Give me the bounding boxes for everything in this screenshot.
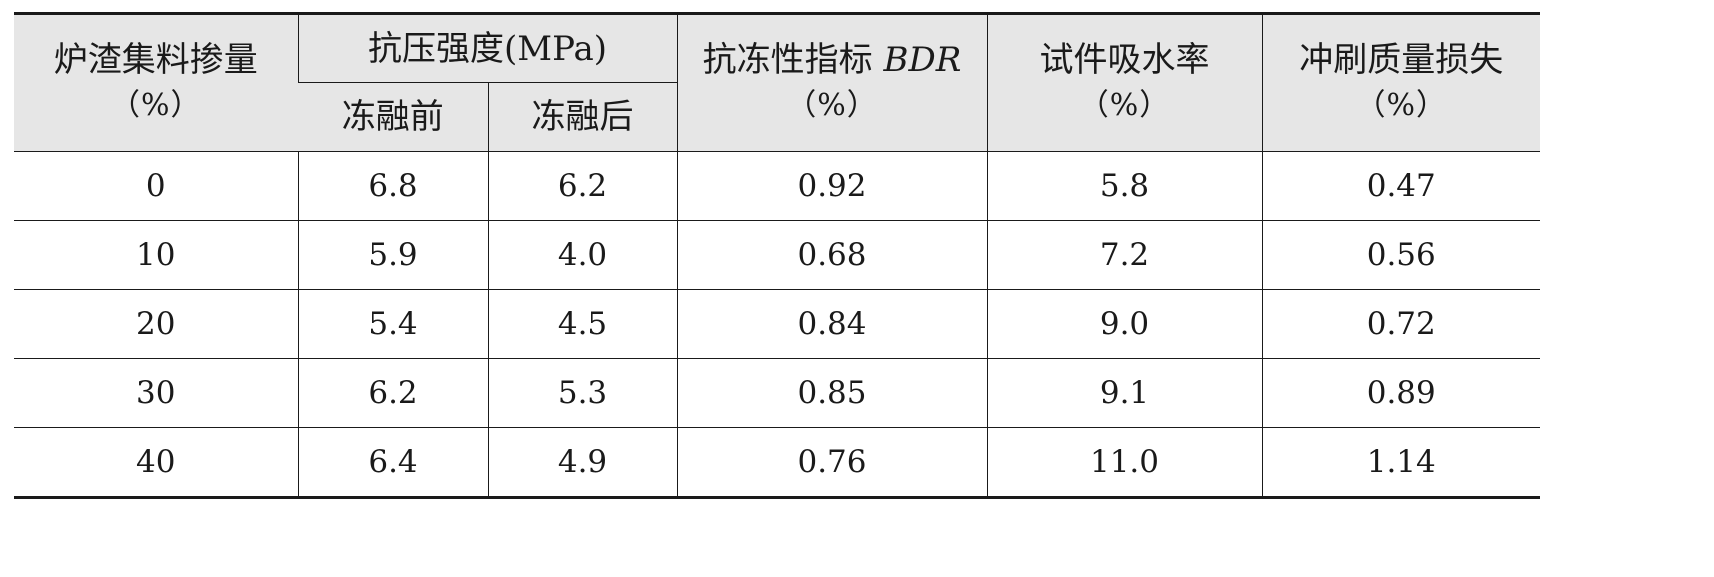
table-row: 30 6.2 5.3 0.85 9.1 0.89 [14, 358, 1540, 428]
cell-slag-content: 30 [14, 358, 298, 428]
cell-before-freeze: 6.2 [297, 358, 488, 428]
cell-before-freeze: 5.9 [297, 220, 488, 290]
header-row-1: 炉渣集料掺量 （%） 抗压强度(MPa) 抗冻性指标 BDR （%） 试件吸水率… [14, 13, 1540, 152]
header-compressive-strength: 抗压强度(MPa) [297, 13, 677, 83]
header-row-2: 冻融前 冻融后 [14, 82, 1540, 152]
cell-scour-loss: 0.89 [1261, 358, 1540, 428]
cell-slag-content: 20 [14, 289, 298, 359]
header-frost-index-label: 抗冻性指标 BDR [702, 40, 962, 80]
cell-after-freeze: 6.2 [487, 151, 677, 221]
cell-frost-index: 0.92 [676, 151, 987, 221]
header-frost-index-unit: （%） [786, 88, 878, 123]
header-frost-index-abbr: BDR [883, 40, 962, 80]
cell-before-freeze: 6.8 [297, 151, 488, 221]
cell-slag-content: 0 [14, 151, 298, 221]
header-before-freeze: 冻融前 [298, 82, 488, 152]
cell-frost-index: 0.68 [676, 220, 987, 290]
cell-water-absorption: 9.0 [986, 289, 1262, 359]
cell-slag-content: 10 [14, 220, 298, 290]
cell-water-absorption: 9.1 [986, 358, 1262, 428]
data-table-container: 炉渣集料掺量 （%） 抗压强度(MPa) 抗冻性指标 BDR （%） 试件吸水率… [14, 12, 1540, 499]
table-header: 炉渣集料掺量 （%） 抗压强度(MPa) 抗冻性指标 BDR （%） 试件吸水率… [14, 13, 1540, 152]
cell-frost-index: 0.84 [676, 289, 987, 359]
header-after-freeze: 冻融后 [487, 82, 677, 152]
table-row: 10 5.9 4.0 0.68 7.2 0.56 [14, 220, 1540, 290]
table-body: 0 6.8 6.2 0.92 5.8 0.47 10 5.9 4.0 0.68 … [14, 151, 1540, 498]
cell-before-freeze: 6.4 [297, 427, 488, 498]
header-water-absorption-label: 试件吸水率 [1039, 40, 1210, 80]
header-slag-content-unit: （%） [109, 88, 202, 123]
header-slag-content-label: 炉渣集料掺量 [53, 40, 258, 80]
cell-scour-loss: 0.47 [1261, 151, 1540, 221]
cell-after-freeze: 4.9 [487, 427, 677, 498]
header-scour-loss-unit: （%） [1355, 88, 1447, 123]
cell-scour-loss: 0.56 [1261, 220, 1540, 290]
cell-after-freeze: 4.5 [487, 289, 677, 359]
cell-water-absorption: 5.8 [986, 151, 1262, 221]
header-scour-loss-label: 冲刷质量损失 [1299, 40, 1504, 80]
cell-frost-index: 0.76 [676, 427, 987, 498]
cell-water-absorption: 7.2 [986, 220, 1262, 290]
table-row: 40 6.4 4.9 0.76 11.0 1.14 [14, 427, 1540, 498]
cell-scour-loss: 0.72 [1261, 289, 1540, 359]
cell-before-freeze: 5.4 [297, 289, 488, 359]
data-table: 炉渣集料掺量 （%） 抗压强度(MPa) 抗冻性指标 BDR （%） 试件吸水率… [14, 12, 1540, 499]
cell-after-freeze: 4.0 [487, 220, 677, 290]
header-frost-index: 抗冻性指标 BDR （%） [676, 13, 987, 152]
table-row: 0 6.8 6.2 0.92 5.8 0.47 [14, 151, 1540, 221]
header-scour-loss: 冲刷质量损失 （%） [1261, 13, 1540, 152]
cell-after-freeze: 5.3 [487, 358, 677, 428]
cell-scour-loss: 1.14 [1261, 427, 1540, 498]
header-water-absorption: 试件吸水率 （%） [986, 13, 1262, 152]
cell-frost-index: 0.85 [676, 358, 987, 428]
table-row: 20 5.4 4.5 0.84 9.0 0.72 [14, 289, 1540, 359]
cell-water-absorption: 11.0 [986, 427, 1262, 498]
header-water-absorption-unit: （%） [1078, 88, 1171, 123]
header-slag-content: 炉渣集料掺量 （%） [14, 13, 298, 152]
cell-slag-content: 40 [136, 444, 176, 480]
